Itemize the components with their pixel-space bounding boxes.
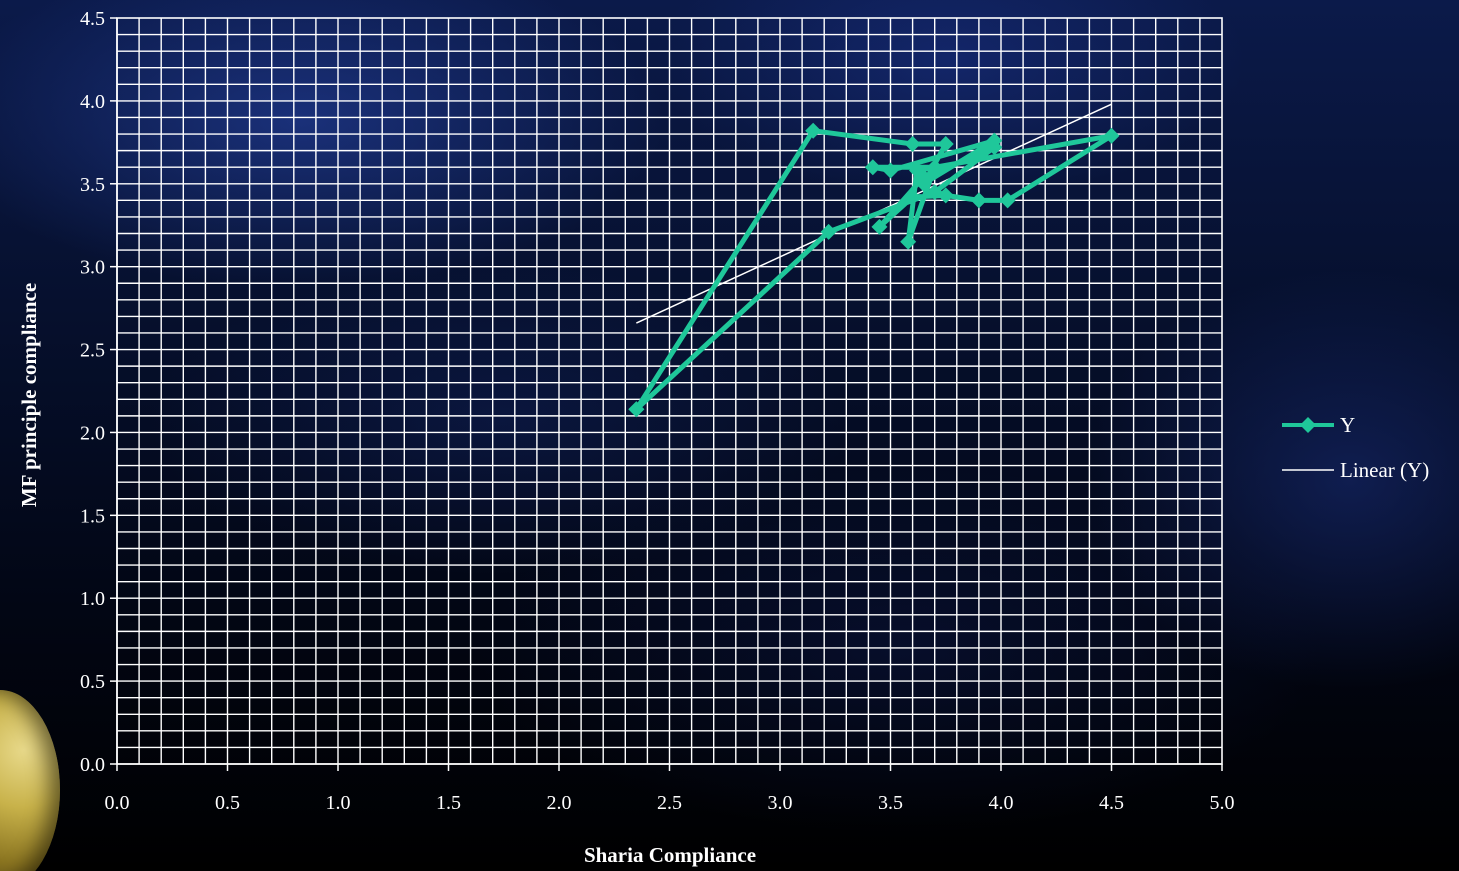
legend: Y Linear (Y) bbox=[1282, 413, 1429, 482]
data-point bbox=[926, 184, 943, 201]
x-tick-label: 3.0 bbox=[768, 792, 793, 814]
data-point bbox=[904, 135, 921, 152]
y-tick-label: 3.5 bbox=[80, 174, 105, 196]
y-tick-label: 1.0 bbox=[80, 588, 105, 610]
x-tick-label: 3.5 bbox=[878, 792, 903, 814]
y-tick-label: 4.0 bbox=[80, 91, 105, 113]
data-point bbox=[864, 159, 881, 176]
y-tick-label: 0.0 bbox=[80, 754, 105, 776]
x-tick-label: 0.0 bbox=[105, 792, 130, 814]
data-point bbox=[926, 159, 943, 176]
y-tick-label: 3.0 bbox=[80, 257, 105, 279]
y-tick-label: 2.5 bbox=[80, 340, 105, 362]
legend-item-linear-y[interactable]: Linear (Y) bbox=[1282, 458, 1429, 482]
y-tick-label: 0.5 bbox=[80, 671, 105, 693]
grid bbox=[116, 17, 1223, 765]
data-point bbox=[937, 135, 954, 152]
y-axis-title: MF principle compliance bbox=[17, 283, 41, 507]
x-tick-label: 4.0 bbox=[989, 792, 1014, 814]
data-point bbox=[970, 192, 987, 209]
axes bbox=[110, 17, 1223, 771]
x-tick-label: 0.5 bbox=[215, 792, 240, 814]
x-tick-label: 5.0 bbox=[1210, 792, 1235, 814]
data-point bbox=[999, 192, 1016, 209]
x-tick-label: 1.5 bbox=[436, 792, 461, 814]
data-point bbox=[900, 233, 917, 250]
x-axis-title: Sharia Compliance bbox=[584, 843, 756, 867]
y-tick-label: 4.5 bbox=[80, 8, 105, 30]
legend-label-y: Y bbox=[1340, 413, 1355, 437]
legend-y-marker bbox=[1300, 417, 1316, 433]
y-tick-label: 2.0 bbox=[80, 422, 105, 444]
x-tick-label: 2.5 bbox=[657, 792, 682, 814]
data-point bbox=[986, 139, 1003, 156]
data-point bbox=[1103, 127, 1120, 144]
x-tick-labels: 0.0 0.5 1.0 1.5 2.0 2.5 3.0 3.5 4.0 4.5 5.0 bbox=[105, 792, 1235, 814]
data-point bbox=[805, 122, 822, 139]
x-tick-label: 4.5 bbox=[1099, 792, 1124, 814]
x-tick-label: 1.0 bbox=[326, 792, 351, 814]
y-tick-label: 1.5 bbox=[80, 505, 105, 527]
data-point bbox=[628, 401, 645, 418]
data-point bbox=[882, 162, 899, 179]
series-layer bbox=[628, 122, 1120, 418]
data-point bbox=[871, 218, 888, 235]
legend-label-linear-y: Linear (Y) bbox=[1340, 458, 1429, 482]
legend-item-y[interactable]: Y bbox=[1282, 413, 1355, 437]
data-point bbox=[904, 189, 921, 206]
data-point bbox=[915, 169, 932, 186]
y-tick-labels: 0.0 0.5 1.0 1.5 2.0 2.5 3.0 3.5 4.0 4.5 bbox=[80, 8, 105, 776]
data-point bbox=[820, 223, 837, 240]
x-tick-label: 2.0 bbox=[547, 792, 572, 814]
